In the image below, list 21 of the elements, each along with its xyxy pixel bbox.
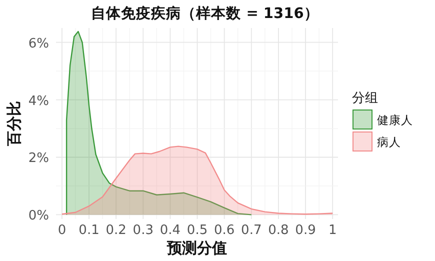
x-tick-label: 0.4 — [160, 223, 181, 238]
x-tick-label: 0.5 — [186, 223, 208, 238]
legend-label: 病人 — [377, 135, 401, 149]
x-tick-label: 0.6 — [214, 223, 235, 238]
x-tick-label: 0.7 — [241, 223, 262, 238]
y-tick-label: 4% — [28, 94, 49, 109]
x-axis-title: 预测分值 — [166, 239, 227, 257]
y-tick-label: 6% — [28, 36, 49, 52]
y-axis-title: 百分比 — [5, 101, 23, 147]
x-tick-label: 1 — [328, 223, 337, 238]
x-tick-label: 0.2 — [106, 223, 126, 238]
legend-title: 分组 — [352, 91, 378, 106]
x-tick-label: 0.8 — [268, 223, 289, 238]
y-tick-label: 0% — [28, 208, 49, 224]
y-tick-label: 2% — [28, 151, 49, 166]
legend-label: 健康人 — [377, 113, 413, 127]
x-tick-label: 0 — [58, 223, 66, 238]
x-tick-label: 0.3 — [132, 223, 154, 238]
chart-title: 自体免疫疾病（样本数 = 1316） — [91, 5, 319, 22]
x-tick-label: 0.9 — [295, 223, 316, 238]
x-tick-label: 0.1 — [78, 223, 100, 238]
